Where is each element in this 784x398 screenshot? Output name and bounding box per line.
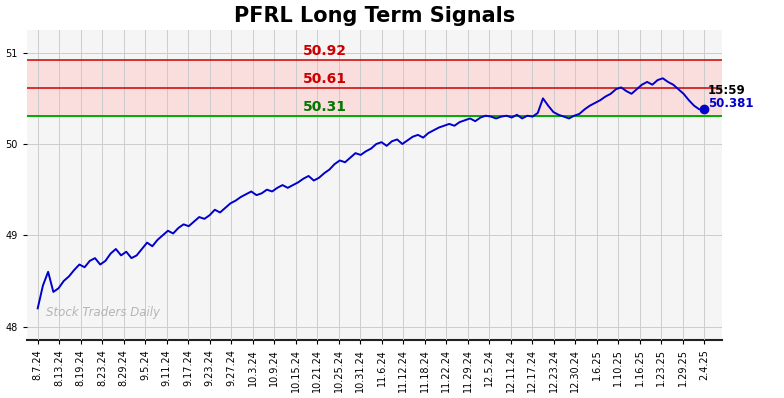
Bar: [27, 60, 721, 88]
Title: PFRL Long Term Signals: PFRL Long Term Signals: [234, 6, 515, 25]
Text: 50.381: 50.381: [708, 97, 753, 110]
Text: 50.31: 50.31: [303, 100, 347, 114]
Text: 50.92: 50.92: [303, 44, 347, 58]
Text: 50.61: 50.61: [303, 72, 347, 86]
Bar: [27, 88, 721, 116]
Text: 15:59: 15:59: [708, 84, 746, 98]
Text: Stock Traders Daily: Stock Traders Daily: [46, 306, 160, 319]
